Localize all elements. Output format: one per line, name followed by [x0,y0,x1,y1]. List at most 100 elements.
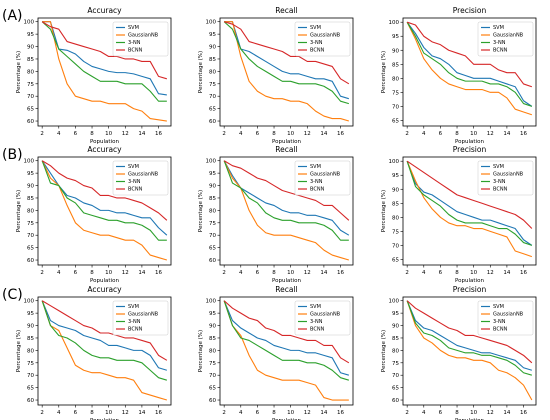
legend-label: 3-NN [310,319,323,325]
y-tick-label: 75 [209,361,216,367]
chart-title: Recall [275,145,297,154]
x-tick-label: 6 [439,410,443,416]
series-group [223,21,350,122]
series-line [41,21,168,80]
legend-label: 3-NN [493,179,506,185]
y-tick-label: 70 [27,94,34,100]
y-tick-label: 75 [27,221,34,227]
x-tick-label: 12 [487,131,494,137]
x-tick-label: 8 [455,270,459,276]
legend-label: BCNN [128,187,143,193]
series-line [41,160,168,221]
x-tick-label: 4 [57,410,61,416]
y-axis-label: Percentage (%) [381,190,387,232]
legend-label: BCNN [128,48,143,54]
series-line [41,160,168,236]
legend-box [477,160,534,196]
y-tick-label: 90 [27,45,34,51]
series-line [223,21,350,85]
chart-title: Precision [453,145,487,154]
x-tick-label: 14 [320,410,327,416]
x-tick-label: 8 [272,410,276,416]
series-line [406,21,533,107]
y-tick-label: 85 [392,201,399,207]
subplot: Recall 2 4 6 8 10 12 14 16 60 65 70 75 80 85 90 95 100 Pop… [198,6,354,145]
y-tick-label: 90 [392,324,399,330]
y-axis-label: Percentage (%) [198,330,204,372]
y-tick-label: 95 [27,32,34,38]
legend-label: SVM [128,25,139,31]
x-tick-label: 10 [470,270,477,276]
y-tick-label: 60 [209,258,216,264]
series-line [223,21,350,105]
y-tick-label: 100 [24,20,35,26]
legend-label: BCNN [310,187,325,193]
series-line [224,21,350,100]
x-tick-label: 8 [272,270,276,276]
series-line [406,160,533,229]
series-group [406,300,533,401]
x-tick-label: 14 [503,270,510,276]
chart-title: Accuracy [87,6,122,15]
x-tick-label: 2 [405,270,409,276]
series-line [41,21,167,102]
x-tick-label: 14 [503,131,510,137]
y-tick-label: 90 [209,184,216,190]
x-tick-label: 2 [40,131,44,137]
y-tick-label: 95 [209,32,216,38]
y-tick-label: 95 [27,311,34,317]
axes-frame [37,156,172,266]
x-tick-label: 4 [422,410,426,416]
series-line [223,160,350,236]
x-tick-label: 10 [287,410,294,416]
y-tick-label: 80 [27,69,34,75]
legend-label: GaussianNB [493,312,524,318]
x-axis-label: Population [272,139,301,145]
legend-label: 3-NN [128,319,141,325]
y-tick-label: 100 [389,159,400,165]
series-group [406,160,533,258]
series-line [406,161,533,246]
subplot: Recall 2 4 6 8 10 12 14 16 60 65 70 75 80 85 90 95 100 Pop… [198,145,354,284]
chart-title: Recall [275,285,297,294]
legend-box [477,300,534,336]
x-tick-label: 8 [90,270,94,276]
y-tick-label: 80 [209,69,216,75]
y-tick-label: 60 [27,258,34,264]
y-tick-label: 80 [209,208,216,214]
x-tick-label: 14 [138,270,145,276]
y-tick-label: 75 [209,221,216,227]
x-tick-label: 6 [256,131,260,137]
y-tick-label: 75 [392,361,399,367]
legend-label: 3-NN [493,319,506,325]
legend-label: GaussianNB [310,172,341,178]
legend-label: 3-NN [128,179,141,185]
legend-label: GaussianNB [128,33,159,39]
y-axis-label: Percentage (%) [381,330,387,372]
legend-label: BCNN [493,48,508,54]
x-tick-label: 2 [222,410,226,416]
legend-label: GaussianNB [493,33,524,39]
series-line [41,300,168,361]
subplot: Accuracy 2 4 6 8 10 12 14 16 60 65 70 75 80 85 90 95 100 P… [16,6,172,145]
y-tick-label: 85 [392,62,399,68]
legend-box [294,300,351,336]
series-group [41,300,168,401]
y-tick-label: 70 [392,243,399,249]
series-group [41,160,168,261]
series-line [406,21,533,116]
x-tick-label: 16 [337,270,344,276]
x-tick-label: 4 [57,131,61,137]
y-tick-label: 60 [27,119,34,125]
panel-label: (B) [2,147,23,163]
y-tick-label: 65 [27,386,34,392]
legend-label: BCNN [128,327,143,333]
x-tick-label: 12 [487,270,494,276]
y-tick-label: 70 [209,233,216,239]
axes-frame [219,296,354,406]
y-tick-label: 75 [392,229,399,235]
legend-label: 3-NN [310,40,323,46]
